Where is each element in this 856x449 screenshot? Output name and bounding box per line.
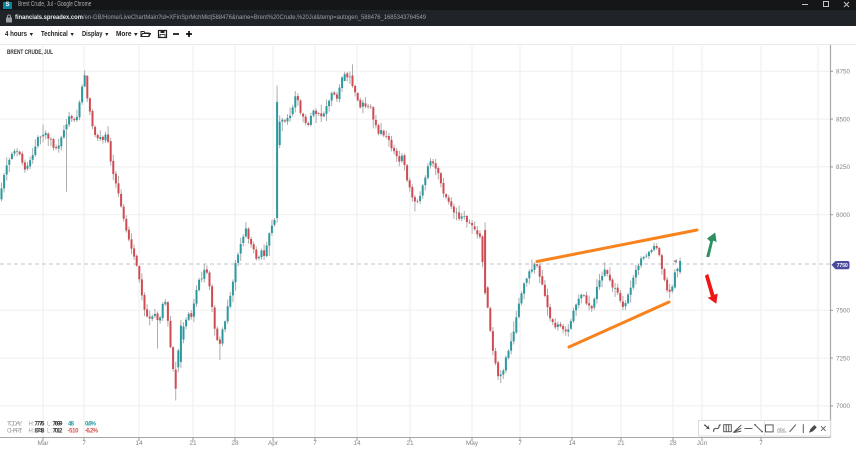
svg-text:21: 21: [189, 440, 197, 447]
svg-text:0.6%: 0.6%: [85, 422, 97, 428]
svg-text:L:: L:: [47, 422, 52, 428]
svg-text:8748: 8748: [35, 429, 46, 435]
svg-text:7250: 7250: [836, 355, 851, 362]
svg-text:48: 48: [68, 422, 75, 428]
svg-text:-6.2%: -6.2%: [85, 429, 99, 435]
svg-text:May: May: [466, 440, 479, 447]
svg-text:H:: H:: [29, 429, 35, 435]
svg-text:28: 28: [669, 440, 677, 447]
svg-text:Apr: Apr: [268, 440, 279, 447]
svg-text:14: 14: [353, 440, 361, 447]
svg-text:8500: 8500: [836, 116, 851, 123]
svg-text:8000: 8000: [836, 212, 851, 219]
svg-text:8250: 8250: [836, 164, 851, 171]
svg-text:7500: 7500: [836, 308, 851, 315]
svg-text:-510: -510: [68, 429, 80, 435]
svg-text:7012: 7012: [53, 429, 64, 435]
svg-text:7776: 7776: [35, 422, 46, 428]
svg-text:BRENT CRUDE, JUL: BRENT CRUDE, JUL: [7, 49, 53, 56]
svg-text:28: 28: [231, 440, 239, 447]
svg-text:14: 14: [568, 440, 576, 447]
svg-text:H:: H:: [29, 422, 35, 428]
svg-text:TODAY:: TODAY:: [7, 422, 22, 428]
svg-text:CHART:: CHART:: [7, 429, 23, 435]
svg-text:7699: 7699: [53, 422, 64, 428]
svg-text:7000: 7000: [836, 403, 851, 410]
svg-text:Abc: Abc: [777, 427, 786, 433]
svg-text:8750: 8750: [836, 69, 851, 76]
svg-text:7: 7: [518, 440, 522, 447]
svg-text:7: 7: [313, 440, 317, 447]
svg-text:21: 21: [406, 440, 414, 447]
svg-text:L:: L:: [47, 429, 52, 435]
svg-text:7750: 7750: [837, 263, 848, 269]
svg-text:Mar: Mar: [37, 440, 49, 447]
svg-text:21: 21: [617, 440, 625, 447]
svg-text:7: 7: [759, 440, 763, 447]
svg-text:Jun: Jun: [697, 440, 708, 447]
svg-text:7: 7: [82, 440, 86, 447]
svg-text:14: 14: [135, 440, 143, 447]
